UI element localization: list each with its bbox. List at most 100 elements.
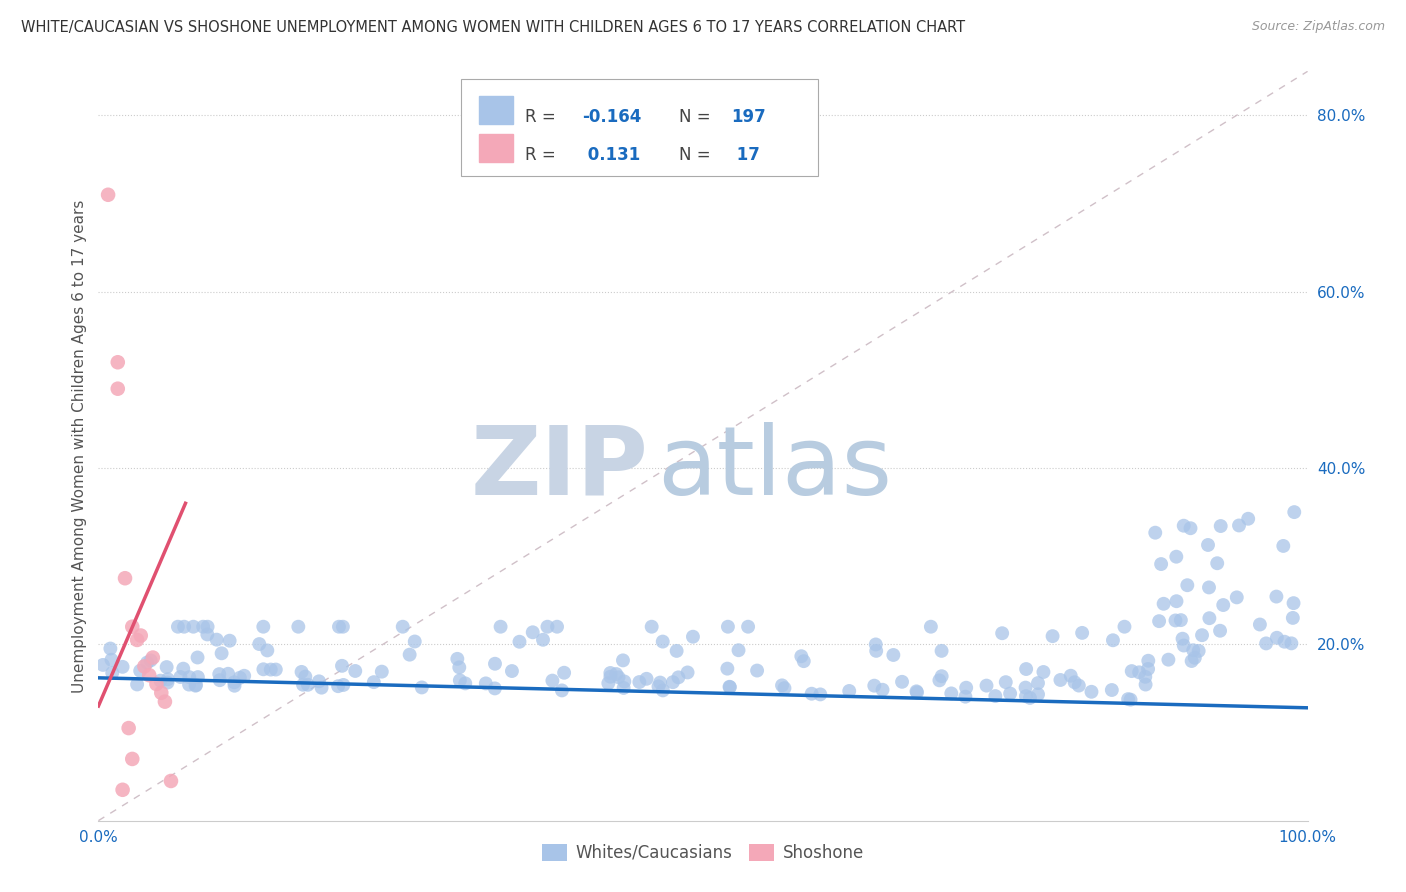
Point: [662, 675, 685, 690]
Point: [863, 679, 886, 693]
Legend: Whites/Caucasians, Shoshone: Whites/Caucasians, Shoshone: [536, 837, 870, 869]
Point: [991, 626, 1014, 640]
Point: [1137, 662, 1160, 676]
Point: [114, 571, 136, 585]
Point: [1180, 521, 1202, 535]
Point: [1102, 633, 1125, 648]
Point: [676, 665, 699, 680]
Point: [91, 657, 114, 672]
Point: [1282, 596, 1305, 610]
Point: [1164, 614, 1187, 628]
Point: [598, 676, 620, 690]
Point: [218, 633, 240, 648]
Point: [100, 641, 122, 656]
Point: [613, 681, 636, 695]
Point: [1284, 505, 1306, 519]
Point: [737, 620, 759, 634]
Point: [905, 685, 928, 699]
Point: [891, 674, 914, 689]
Point: [1173, 518, 1195, 533]
Point: [607, 670, 630, 684]
Point: [1226, 591, 1249, 605]
Point: [197, 620, 219, 634]
Text: N =: N =: [679, 108, 710, 126]
Point: [536, 620, 558, 634]
Point: [311, 681, 333, 695]
Point: [668, 670, 690, 684]
Point: [872, 682, 894, 697]
Point: [150, 686, 173, 700]
Point: [184, 678, 207, 692]
Point: [224, 679, 246, 693]
Point: [955, 681, 977, 695]
Point: [905, 684, 928, 698]
Point: [100, 653, 122, 667]
Point: [1191, 628, 1213, 642]
Point: [134, 659, 156, 673]
Point: [121, 752, 143, 766]
Point: [1198, 611, 1220, 625]
Point: [1135, 677, 1157, 691]
Point: [1042, 629, 1064, 643]
Point: [1272, 539, 1295, 553]
Point: [1147, 614, 1170, 628]
Point: [1166, 549, 1188, 564]
Point: [717, 620, 740, 634]
Point: [998, 686, 1021, 700]
Point: [1212, 598, 1234, 612]
Point: [1014, 681, 1036, 695]
Point: [484, 681, 506, 696]
Point: [636, 672, 658, 686]
Point: [138, 668, 160, 682]
Point: [326, 679, 349, 693]
Point: [718, 680, 741, 694]
Point: [118, 721, 141, 735]
Text: N =: N =: [679, 145, 710, 163]
Point: [1274, 634, 1296, 648]
Point: [127, 632, 149, 647]
Point: [489, 620, 512, 634]
Text: 17: 17: [731, 145, 759, 163]
Point: [183, 620, 205, 634]
Point: [454, 676, 477, 690]
Text: R =: R =: [526, 108, 555, 126]
Point: [156, 675, 179, 690]
Point: [205, 632, 228, 647]
Point: [484, 657, 506, 671]
Point: [647, 679, 669, 693]
Point: [984, 689, 1007, 703]
Point: [1026, 676, 1049, 690]
Point: [1071, 626, 1094, 640]
Point: [229, 671, 252, 685]
Point: [650, 675, 672, 690]
Point: [1265, 631, 1288, 645]
Point: [1032, 665, 1054, 679]
Point: [651, 683, 673, 698]
Point: [551, 683, 574, 698]
Point: [1181, 654, 1204, 668]
Point: [1019, 690, 1042, 705]
Point: [1237, 512, 1260, 526]
Point: [928, 673, 950, 688]
Point: [790, 649, 813, 664]
Point: [1114, 620, 1136, 634]
Point: [330, 658, 353, 673]
Point: [1080, 685, 1102, 699]
Point: [107, 355, 129, 369]
Point: [449, 660, 471, 674]
Text: 0.131: 0.131: [582, 145, 640, 163]
Point: [1206, 556, 1229, 570]
Point: [121, 620, 143, 634]
Point: [1249, 617, 1271, 632]
Point: [294, 670, 316, 684]
Point: [328, 620, 350, 634]
Text: ZIP: ZIP: [471, 422, 648, 515]
Bar: [479, 95, 513, 124]
Point: [605, 667, 627, 681]
Point: [613, 674, 636, 689]
Point: [1015, 662, 1038, 676]
Point: [1116, 692, 1139, 706]
Point: [599, 670, 621, 684]
Point: [1175, 578, 1198, 592]
Point: [522, 625, 544, 640]
